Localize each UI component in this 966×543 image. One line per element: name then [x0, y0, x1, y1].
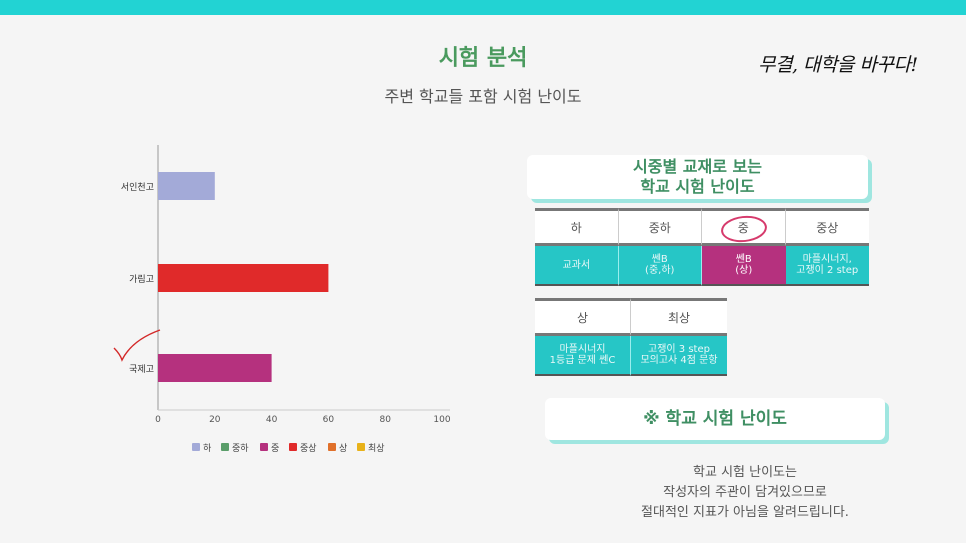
card-title-line1: 시중별 교재로 보는 [633, 157, 762, 176]
x-tick-label: 0 [155, 415, 161, 425]
note-line: 학교 시험 난이도는 [693, 465, 797, 480]
x-tick-label: 20 [209, 415, 221, 425]
legend-swatch [260, 443, 268, 451]
table-header-cell: 중하 [618, 208, 702, 246]
category-label: 가림고 [129, 273, 154, 285]
table-header-cell: 중상 [785, 208, 869, 246]
check-mark-annotation [113, 329, 161, 362]
table-header-cell: 하 [535, 208, 619, 246]
legend-swatch [192, 443, 200, 451]
legend-swatch [357, 443, 365, 451]
legend-label: 최상 [368, 443, 385, 454]
table-cell: 마플시너지 1등급 문제 쎈C [535, 336, 631, 376]
table-header-cell: 상 [535, 298, 631, 336]
x-tick-label: 100 [433, 415, 450, 425]
table-header-row: 하 중하 중 중상 [535, 208, 869, 246]
difficulty-table-1: 하 중하 중 중상 교과서 쎈B (중,하) 쎈B (상) 마플시너지, 고쟁이 2 … [535, 208, 869, 286]
table-cell: 고쟁이 3 step 모의고사 4점 문항 [631, 336, 727, 376]
category-label: 서인천고 [121, 182, 154, 193]
category-label: 국제고 [129, 364, 154, 375]
table-header-cell: 최상 [631, 298, 727, 336]
bar [158, 354, 272, 382]
legend-swatch [221, 443, 229, 451]
x-tick-label: 80 [379, 415, 391, 425]
legend-swatch [289, 443, 297, 451]
disclaimer-note: 학교 시험 난이도는 작성자의 주관이 담겨있으므로 절대적인 지표가 아님을 … [560, 463, 930, 523]
bar [158, 264, 329, 292]
note-line: 절대적인 지표가 아님을 알려드립니다. [641, 505, 849, 520]
x-tick-label: 40 [266, 415, 278, 425]
table-header-row: 상 최상 [535, 298, 727, 336]
bar [158, 172, 215, 200]
legend-label: 중 [271, 443, 279, 454]
table-cell: 쎈B (중,하) [618, 246, 702, 286]
x-tick-label: 60 [323, 415, 335, 425]
difficulty-table-2: 상 최상 마플시너지 1등급 문제 쎈C 고쟁이 3 step 모의고사 4점 문항 [535, 298, 727, 376]
legend-label: 중하 [232, 443, 249, 454]
table-header-cell: 중 [702, 208, 786, 246]
brand-logo-text: 무결, 대학을 바꾸다! [758, 54, 918, 76]
table-row: 교과서 쎈B (중,하) 쎈B (상) 마플시너지, 고쟁이 2 step [535, 246, 869, 286]
textbook-difficulty-card: 시중별 교재로 보는 학교 시험 난이도 [527, 155, 868, 199]
note-line: 작성자의 주관이 담겨있으므로 [663, 485, 827, 500]
table-row: 마플시너지 1등급 문제 쎈C 고쟁이 3 step 모의고사 4점 문항 [535, 336, 727, 376]
legend-swatch [328, 443, 336, 451]
page-title: 시험 분석 [438, 46, 528, 71]
table-cell: 마플시너지, 고쟁이 2 step [785, 246, 869, 286]
legend-label: 하 [203, 443, 212, 454]
top-accent-bar [0, 0, 966, 15]
page-subtitle: 주변 학교들 포함 시험 난이도 [384, 87, 582, 106]
table-cell: 교과서 [535, 246, 619, 286]
card-title-line2: 학교 시험 난이도 [640, 177, 755, 196]
legend-label: 중상 [300, 443, 317, 454]
legend-label: 상 [339, 443, 347, 454]
note-card: ※ 학교 시험 난이도 [545, 398, 885, 440]
table-cell-highlighted: 쎈B (상) [702, 246, 786, 286]
